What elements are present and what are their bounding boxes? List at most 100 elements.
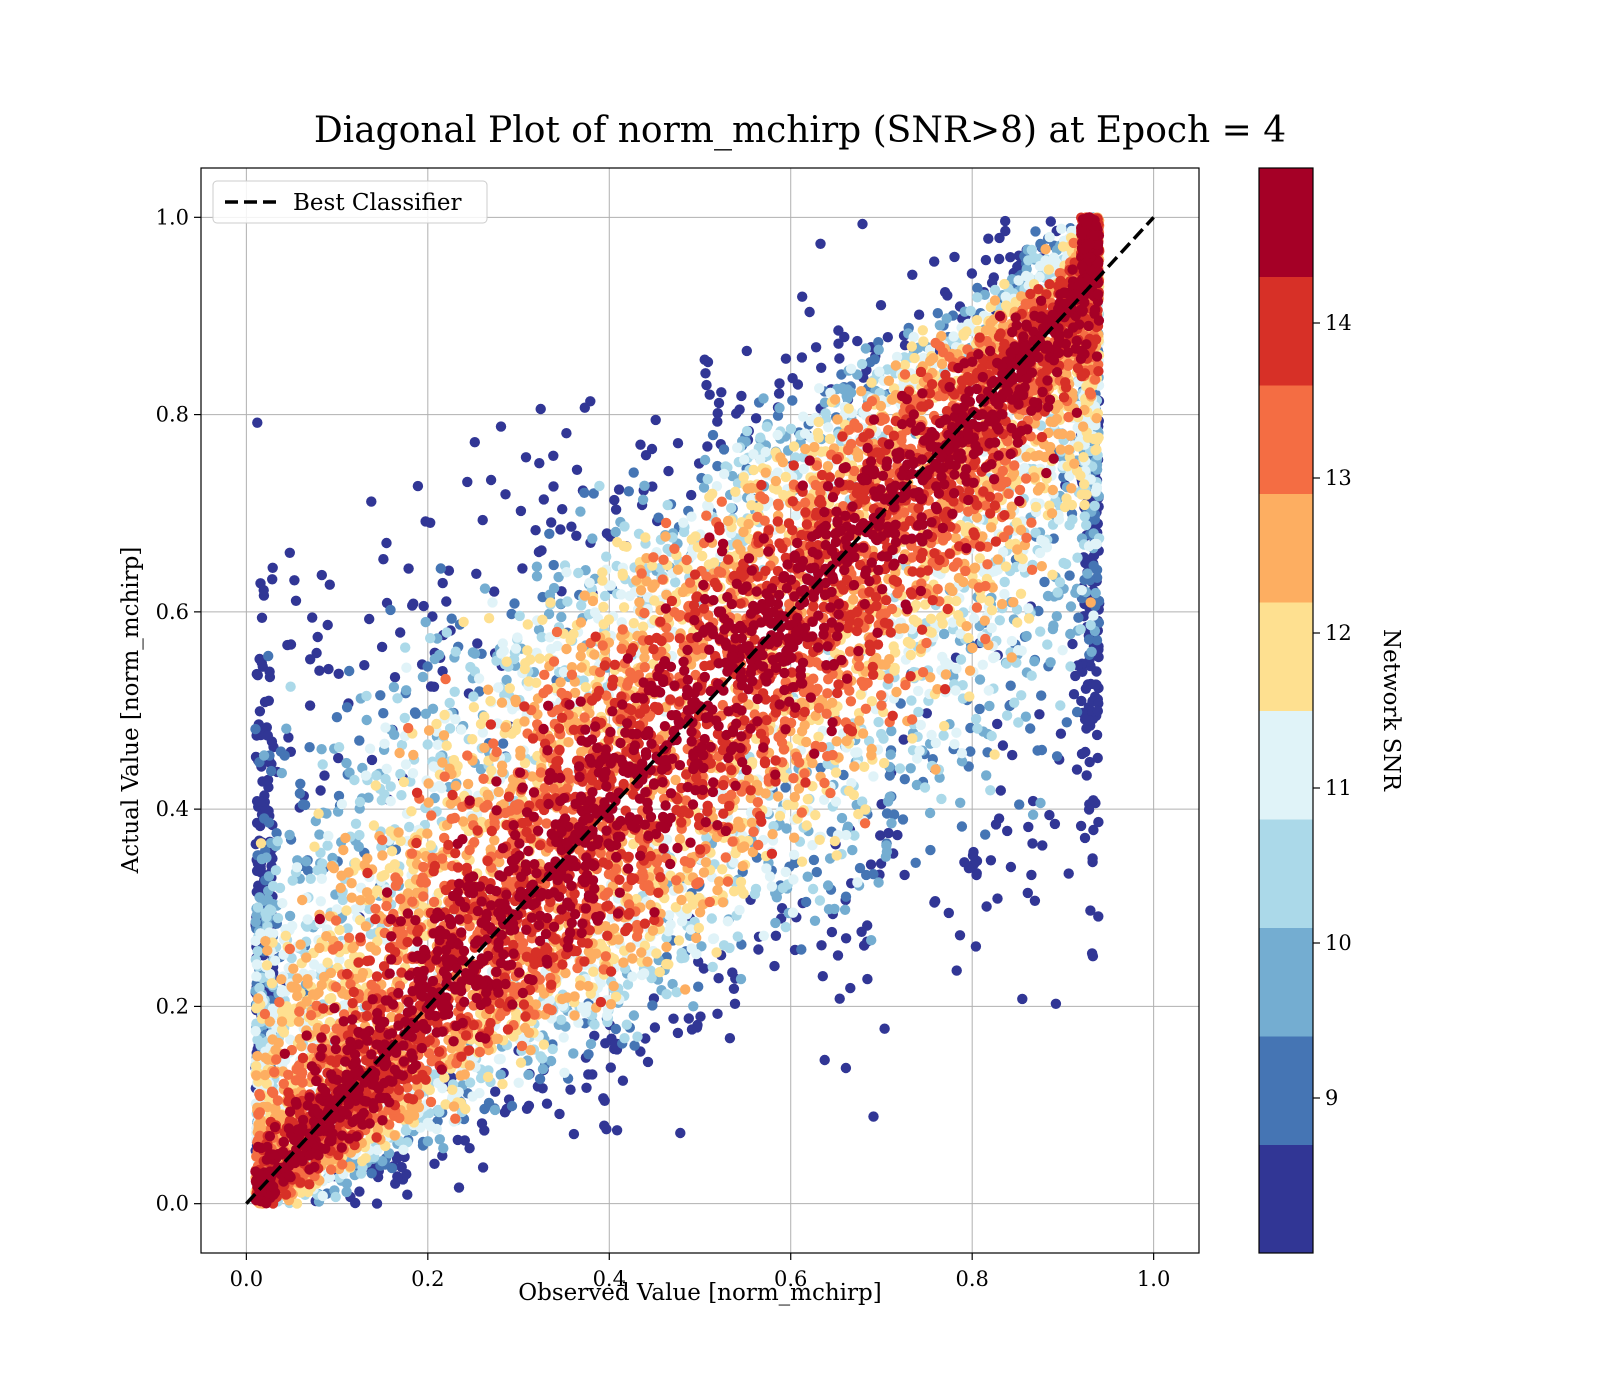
scatter-point	[400, 642, 411, 653]
scatter-point	[637, 621, 649, 632]
scatter-point	[728, 886, 740, 897]
scatter-point	[939, 287, 951, 298]
scatter-point	[673, 935, 685, 946]
scatter-point	[333, 668, 344, 679]
scatter-point	[422, 1136, 434, 1147]
scatter-point	[252, 670, 263, 681]
scatter-point	[377, 1156, 388, 1167]
scatter-point	[610, 1023, 622, 1035]
scatter-point	[836, 812, 848, 824]
scatter-point	[764, 871, 776, 882]
scatter-point	[566, 521, 577, 532]
scatter-point	[731, 408, 742, 419]
scatter-point	[892, 829, 903, 841]
scatter-point	[573, 567, 584, 579]
scatter-point	[396, 790, 407, 801]
scatter-point	[953, 610, 964, 621]
scatter-point	[1083, 804, 1095, 815]
scatter-points	[250, 212, 1105, 1209]
scatter-point	[879, 1023, 890, 1034]
scatter-point	[1067, 638, 1078, 650]
scatter-point	[1060, 558, 1072, 570]
scatter-point	[735, 973, 747, 985]
scatter-point	[453, 1182, 465, 1193]
scatter-point	[1000, 561, 1012, 572]
scatter-point	[534, 653, 545, 664]
scatter-point	[941, 313, 952, 324]
scatter-point	[1076, 695, 1087, 707]
scatter-point	[811, 866, 822, 878]
scatter-point	[260, 908, 271, 919]
scatter-point	[541, 1098, 553, 1109]
scatter-point	[1014, 799, 1025, 810]
scatter-point	[970, 941, 982, 952]
scatter-point	[708, 933, 720, 944]
scatter-point	[356, 1168, 367, 1179]
scatter-point	[493, 682, 504, 693]
scatter-point	[868, 771, 879, 782]
scatter-point	[1079, 832, 1091, 844]
scatter-point	[1091, 482, 1103, 493]
scatter-point	[638, 968, 650, 979]
scatter-point	[530, 525, 541, 536]
scatter-point	[675, 1127, 686, 1139]
scatter-point	[525, 654, 536, 665]
scatter-point	[808, 854, 820, 866]
scatter-point	[804, 306, 815, 318]
scatter-point	[868, 1111, 879, 1122]
scatter-point	[810, 342, 822, 353]
scatter-point	[479, 583, 491, 594]
scatter-point	[611, 1125, 623, 1136]
scatter-point	[840, 829, 852, 841]
scatter-point	[860, 804, 871, 815]
scatter-point	[587, 533, 598, 544]
scatter-point	[840, 933, 852, 944]
scatter-point	[1093, 617, 1105, 628]
scatter-point	[847, 844, 858, 856]
scatter-point	[668, 1013, 679, 1024]
scatter-point	[617, 568, 628, 579]
scatter-point	[520, 452, 532, 463]
scatter-point	[261, 960, 273, 971]
scatter-point	[810, 809, 821, 821]
scatter-point	[968, 613, 980, 624]
scatter-point	[254, 706, 266, 717]
scatter-point	[845, 387, 857, 398]
scatter-point	[254, 653, 265, 665]
scatter-point	[802, 871, 813, 882]
scatter-point	[456, 724, 467, 735]
scatter-point	[287, 875, 298, 886]
scatter-point	[722, 916, 734, 927]
scatter-point	[911, 779, 923, 791]
scatter-point	[544, 589, 556, 600]
scatter-point	[948, 331, 959, 342]
scatter-point	[926, 627, 937, 638]
scatter-point	[813, 416, 824, 428]
scatter-point	[728, 983, 740, 994]
scatter-point	[285, 681, 296, 692]
scatter-point	[1068, 689, 1080, 700]
scatter-point	[476, 1118, 488, 1129]
scatter-point	[704, 491, 715, 503]
scatter-point	[464, 1143, 475, 1154]
scatter-point	[653, 512, 664, 523]
scatter-point	[408, 598, 419, 609]
scatter-point	[1013, 717, 1024, 728]
scatter-point	[971, 869, 982, 881]
scatter-point	[322, 957, 333, 968]
scatter-point	[950, 685, 961, 696]
scatter-point	[1045, 216, 1057, 227]
scatter-point	[304, 700, 316, 711]
scatter-point	[1044, 231, 1055, 243]
scatter-point	[252, 946, 263, 957]
scatter-point	[557, 504, 568, 515]
scatter-point	[256, 612, 268, 623]
scatter-point	[1093, 911, 1104, 922]
scatter-point	[1035, 797, 1046, 809]
scatter-point	[315, 896, 326, 907]
scatter-point	[774, 378, 785, 389]
scatter-point	[833, 338, 844, 349]
scatter-point	[610, 504, 622, 515]
scatter-point	[748, 464, 759, 476]
scatter-point	[939, 720, 950, 732]
